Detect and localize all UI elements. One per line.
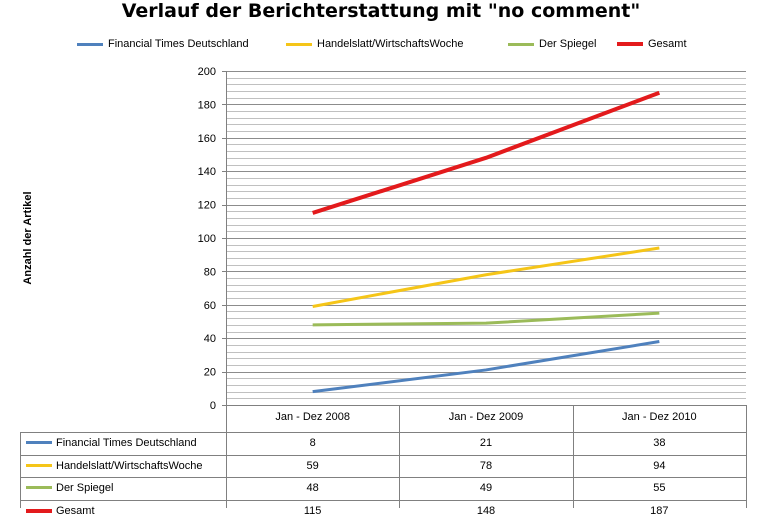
table-legend-key xyxy=(26,508,52,513)
y-tick-label: 200 xyxy=(198,66,216,78)
y-tick-label: 120 xyxy=(198,200,216,212)
y-tick-label: 140 xyxy=(198,166,216,178)
y-tick-label: 20 xyxy=(204,367,216,379)
legend-swatch xyxy=(508,42,534,46)
legend-item: Financial Times Deutschland xyxy=(77,38,249,50)
legend-label: Gesamt xyxy=(648,38,687,50)
legend-label: Der Spiegel xyxy=(539,38,597,50)
y-tick-label: 60 xyxy=(204,300,216,312)
y-tick-label: 80 xyxy=(204,266,216,278)
series-line-3 xyxy=(312,90,661,215)
legend-swatch xyxy=(286,42,312,46)
legend-swatch xyxy=(77,42,103,46)
series-line-1 xyxy=(312,246,660,308)
y-tick-label: 0 xyxy=(210,400,216,412)
legend-label: Financial Times Deutschland xyxy=(108,38,249,50)
y-tick-label: 100 xyxy=(198,233,216,245)
series-line-0 xyxy=(312,340,660,394)
series-line-2 xyxy=(312,311,660,327)
legend-item: Gesamt xyxy=(617,38,687,50)
y-tick-label: 160 xyxy=(198,133,216,145)
legend-item: Der Spiegel xyxy=(508,38,596,50)
legend-label: Handelslatt/WirtschaftsWoche xyxy=(317,38,464,50)
chart-legend: Financial Times Deutschland Handelslatt/W… xyxy=(0,38,762,54)
chart-title: Verlauf der Berichterstattung mit "no co… xyxy=(121,0,641,22)
legend-swatch xyxy=(617,42,643,46)
y-tick-label: 180 xyxy=(198,99,216,111)
legend-item: Handelslatt/WirtschaftsWoche xyxy=(286,38,464,50)
y-tick-label: 40 xyxy=(204,333,216,345)
